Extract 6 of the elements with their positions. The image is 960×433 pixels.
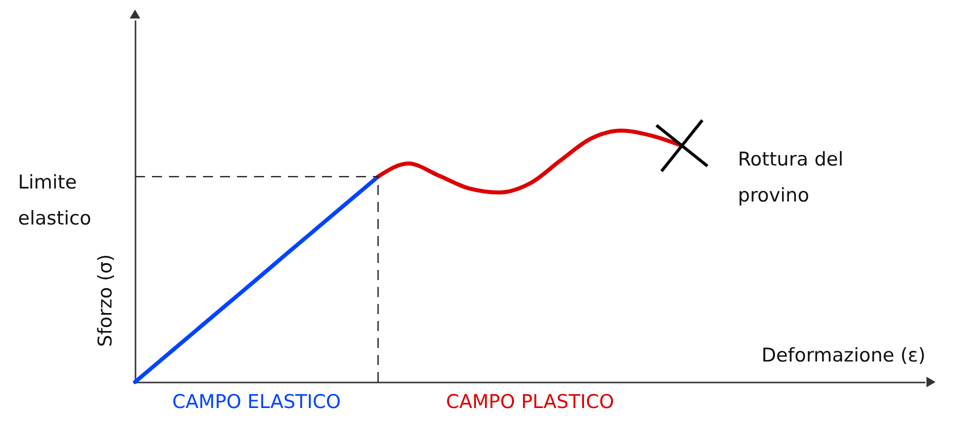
x-axis-title: Deformazione (ε) — [761, 344, 926, 366]
text: CAMPO PLASTICO — [446, 391, 614, 413]
annotation: Rottura del provino — [738, 148, 844, 207]
y-axis-title: Sforzo (σ) — [94, 254, 116, 347]
ref-line-label: Limite elastico — [18, 172, 92, 230]
series-label: CAMPO ELASTICO — [172, 391, 341, 413]
